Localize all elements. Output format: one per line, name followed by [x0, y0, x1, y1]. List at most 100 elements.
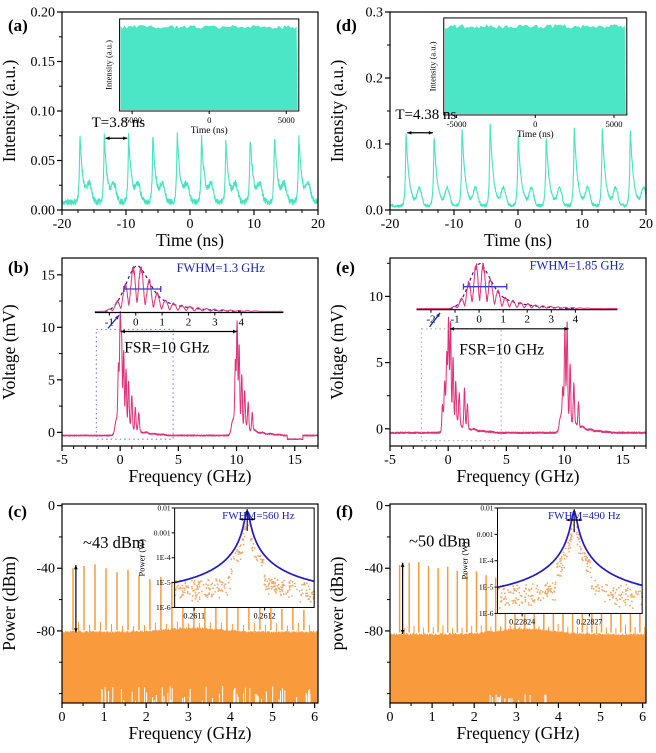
- svg-text:Intensity (a.u.): Intensity (a.u.): [0, 60, 19, 163]
- svg-text:0: 0: [133, 317, 139, 329]
- svg-text:10: 10: [575, 217, 589, 232]
- svg-text:0: 0: [376, 422, 383, 437]
- svg-text:20: 20: [311, 217, 325, 232]
- svg-text:0.00: 0.00: [31, 204, 56, 219]
- svg-text:0: 0: [48, 426, 55, 441]
- svg-text:FSR=10 GHz: FSR=10 GHz: [459, 342, 544, 359]
- svg-text:FSR=10 GHz: FSR=10 GHz: [124, 340, 209, 357]
- svg-text:Frequency (GHz): Frequency (GHz): [457, 466, 580, 486]
- svg-text:Frequency (GHz): Frequency (GHz): [457, 723, 580, 743]
- svg-text:power (dBm): power (dBm): [328, 556, 347, 650]
- panel-e-rf-spectrum: -2 -1 0 1 2 3 4 FWHM=1.85 GHz -5 0 5 10 15 0 5 10 Freque…: [328, 250, 656, 490]
- svg-text:15: 15: [41, 268, 55, 283]
- svg-text:0.2: 0.2: [366, 72, 384, 87]
- svg-text:5: 5: [48, 373, 55, 388]
- svg-text:Time (ns): Time (ns): [517, 129, 554, 140]
- svg-text:10: 10: [558, 453, 572, 468]
- svg-text:1: 1: [429, 710, 436, 725]
- svg-text:5: 5: [503, 453, 510, 468]
- svg-text:6: 6: [639, 710, 646, 725]
- panel-b-rf-spectrum: -1 0 1 2 3 4 FWHM=1.3 GHz -5 0 5 10 15 0 5 10 15 Frequen…: [0, 250, 328, 490]
- svg-text:-10: -10: [117, 217, 136, 232]
- svg-text:2: 2: [524, 314, 530, 326]
- svg-text:1E-5: 1E-5: [479, 583, 494, 592]
- svg-text:-1: -1: [450, 314, 459, 326]
- svg-text:-2: -2: [426, 314, 435, 326]
- svg-text:0: 0: [476, 314, 482, 326]
- svg-text:4: 4: [227, 710, 234, 725]
- svg-text:4: 4: [573, 314, 579, 326]
- svg-text:4: 4: [238, 317, 244, 329]
- svg-text:Power (W): Power (W): [460, 542, 470, 580]
- panel-d-pulse-train: -5000 0 5000 Time (ns) Intensity (a.u.) -20 -1…: [328, 0, 656, 251]
- panel-label-b: (b): [8, 258, 29, 277]
- svg-text:T=3.8 ns: T=3.8 ns: [92, 115, 146, 131]
- panel-f-chart: 0.01 0.001 1E-4 1E-5 1E-6 Power (W) 0.22824 0.2…: [328, 499, 647, 743]
- svg-text:0.05: 0.05: [31, 154, 56, 169]
- svg-text:Voltage (mV): Voltage (mV): [0, 304, 19, 400]
- svg-text:Intensity (a.u.): Intensity (a.u.): [428, 41, 438, 91]
- svg-text:3: 3: [513, 710, 520, 725]
- svg-text:1E-4: 1E-4: [156, 553, 171, 562]
- svg-text:~43 dBm: ~43 dBm: [83, 533, 145, 552]
- svg-text:5: 5: [376, 356, 383, 371]
- svg-text:-10: -10: [445, 217, 464, 232]
- panel-d-chart: -5000 0 5000 Time (ns) Intensity (a.u.) -20 -1…: [328, 6, 653, 251]
- svg-text:10: 10: [247, 217, 261, 232]
- svg-text:0: 0: [117, 453, 124, 468]
- svg-text:0: 0: [515, 217, 522, 232]
- svg-text:0.22824: 0.22824: [509, 617, 535, 626]
- svg-text:1: 1: [101, 710, 108, 725]
- svg-text:-20: -20: [53, 217, 72, 232]
- svg-text:0: 0: [445, 453, 452, 468]
- svg-text:0.001: 0.001: [477, 530, 494, 539]
- svg-text:5000: 5000: [278, 115, 295, 125]
- svg-text:15: 15: [288, 453, 302, 468]
- svg-text:6: 6: [311, 710, 318, 725]
- svg-text:1E-5: 1E-5: [156, 578, 171, 587]
- svg-text:0.01: 0.01: [480, 503, 493, 512]
- svg-text:T=4.38 ns: T=4.38 ns: [395, 107, 456, 123]
- svg-text:Intensity (a.u.): Intensity (a.u.): [104, 40, 114, 90]
- svg-text:0: 0: [387, 710, 394, 725]
- panel-label-d: (d): [336, 16, 357, 35]
- svg-text:0.22827: 0.22827: [576, 617, 602, 626]
- svg-text:Time (ns): Time (ns): [156, 230, 224, 250]
- svg-text:Time (ns): Time (ns): [191, 125, 228, 136]
- svg-text:-5: -5: [56, 453, 68, 468]
- svg-text:FWHM=1.85 GHz: FWHM=1.85 GHz: [530, 258, 625, 272]
- svg-text:0.20: 0.20: [31, 6, 56, 21]
- svg-text:Intensity (a.u.): Intensity (a.u.): [328, 60, 347, 163]
- svg-text:0.2611: 0.2611: [183, 611, 205, 620]
- svg-text:0.01: 0.01: [158, 503, 171, 512]
- svg-text:15: 15: [616, 453, 630, 468]
- svg-text:0: 0: [533, 119, 537, 129]
- svg-text:3: 3: [185, 710, 192, 725]
- svg-text:0.001: 0.001: [154, 528, 171, 537]
- svg-text:0.3: 0.3: [366, 6, 384, 21]
- svg-text:-5: -5: [384, 453, 396, 468]
- svg-text:0: 0: [59, 710, 66, 725]
- svg-text:1E-4: 1E-4: [479, 556, 494, 565]
- svg-text:0.2612: 0.2612: [254, 611, 276, 620]
- svg-text:-20: -20: [381, 217, 400, 232]
- svg-text:0: 0: [187, 217, 194, 232]
- svg-text:2: 2: [186, 317, 192, 329]
- svg-text:~50 dBm: ~50 dBm: [409, 531, 471, 550]
- svg-text:-40: -40: [364, 562, 383, 577]
- svg-text:3: 3: [549, 314, 555, 326]
- svg-text:1E-6: 1E-6: [479, 609, 494, 618]
- svg-text:0.1: 0.1: [366, 138, 384, 153]
- svg-text:5: 5: [269, 710, 276, 725]
- svg-text:0.10: 0.10: [31, 105, 56, 120]
- svg-text:-5000: -5000: [447, 119, 467, 129]
- svg-text:Frequency (GHz): Frequency (GHz): [129, 723, 252, 743]
- svg-text:FWHM=1.3 GHz: FWHM=1.3 GHz: [177, 261, 266, 275]
- svg-text:1: 1: [500, 314, 506, 326]
- panel-label-f: (f): [336, 502, 353, 521]
- svg-text:-5000: -5000: [122, 115, 142, 125]
- svg-text:Frequency (GHz): Frequency (GHz): [129, 466, 252, 486]
